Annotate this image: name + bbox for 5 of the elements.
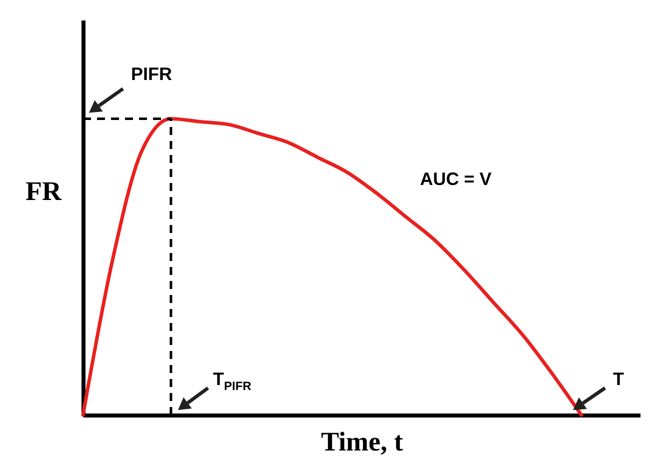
y-axis-title: FR <box>26 176 62 206</box>
annotation: AUC = V <box>420 169 492 189</box>
ref-line-label: PIFR <box>131 64 172 84</box>
annotation: T <box>613 369 624 389</box>
x-axis-title: Time, t <box>321 426 403 456</box>
